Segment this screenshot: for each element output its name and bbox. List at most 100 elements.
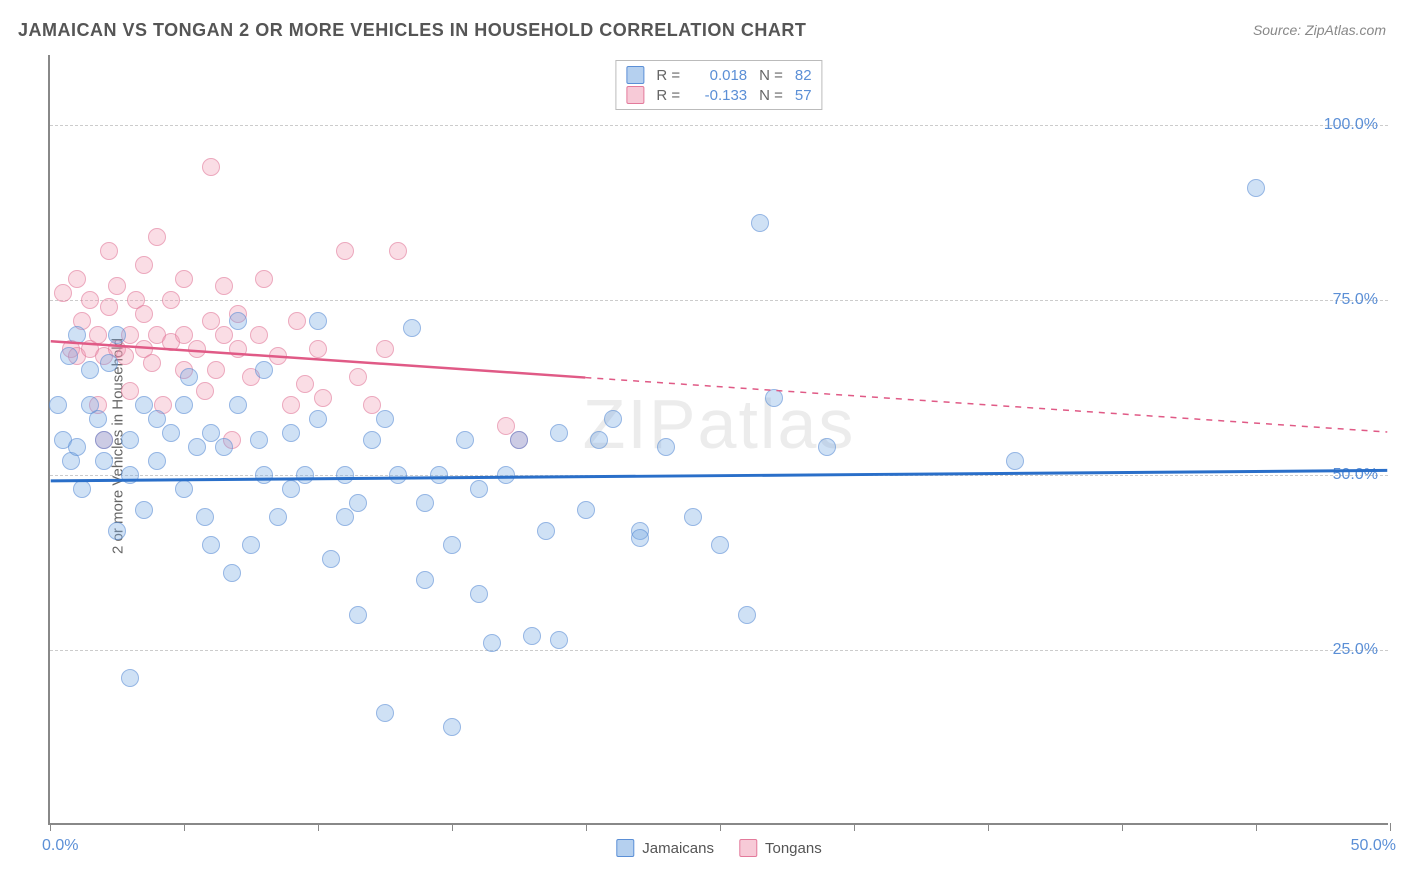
jamaican-point xyxy=(349,606,367,624)
tongan-point xyxy=(100,298,118,316)
jamaican-point xyxy=(349,494,367,512)
x-tick xyxy=(720,823,721,831)
jamaican-point xyxy=(196,508,214,526)
tongan-point xyxy=(175,270,193,288)
jamaican-point xyxy=(389,466,407,484)
jamaican-point xyxy=(81,361,99,379)
jamaican-point xyxy=(376,704,394,722)
r-label: R = xyxy=(656,87,680,104)
jamaican-point xyxy=(577,501,595,519)
tongan-point xyxy=(116,347,134,365)
tongan-point xyxy=(349,368,367,386)
jamaican-point xyxy=(68,438,86,456)
correlation-chart: JAMAICAN VS TONGAN 2 OR MORE VEHICLES IN… xyxy=(0,0,1406,892)
r-value-tongan: -0.133 xyxy=(692,87,747,104)
legend-stats-row-jamaicans: R = 0.018 N = 82 xyxy=(626,65,811,85)
jamaican-point xyxy=(631,529,649,547)
jamaican-point xyxy=(336,508,354,526)
jamaican-point xyxy=(135,501,153,519)
jamaican-point xyxy=(255,361,273,379)
y-tick-label: 25.0% xyxy=(1333,641,1378,659)
tongan-point xyxy=(54,284,72,302)
jamaican-point xyxy=(121,431,139,449)
r-label: R = xyxy=(656,67,680,84)
jamaican-point xyxy=(68,326,86,344)
tongan-swatch-icon xyxy=(739,839,757,857)
tongan-point xyxy=(108,277,126,295)
jamaican-point xyxy=(162,424,180,442)
jamaican-point xyxy=(95,452,113,470)
legend-item-tongans: Tongans xyxy=(739,839,822,857)
jamaican-point xyxy=(483,634,501,652)
jamaican-point xyxy=(456,431,474,449)
jamaican-point xyxy=(121,466,139,484)
n-label: N = xyxy=(759,67,783,84)
jamaican-point xyxy=(229,312,247,330)
chart-title: JAMAICAN VS TONGAN 2 OR MORE VEHICLES IN… xyxy=(18,20,806,41)
x-tick xyxy=(854,823,855,831)
tongan-point xyxy=(497,417,515,435)
r-value-jamaican: 0.018 xyxy=(692,67,747,84)
gridline xyxy=(50,650,1388,651)
x-tick xyxy=(1390,823,1391,831)
tongan-point xyxy=(229,340,247,358)
n-label: N = xyxy=(759,87,783,104)
tongan-point xyxy=(188,340,206,358)
x-tick xyxy=(50,823,51,831)
jamaican-point xyxy=(684,508,702,526)
jamaican-point xyxy=(376,410,394,428)
tongan-point xyxy=(143,354,161,372)
tongan-point xyxy=(202,312,220,330)
jamaican-point xyxy=(818,438,836,456)
x-tick xyxy=(988,823,989,831)
jamaican-point xyxy=(180,368,198,386)
jamaican-point xyxy=(470,480,488,498)
jamaican-point xyxy=(510,431,528,449)
x-tick xyxy=(1122,823,1123,831)
tongan-point xyxy=(389,242,407,260)
legend-stats-row-tongans: R = -0.133 N = 57 xyxy=(626,85,811,105)
jamaican-point xyxy=(363,431,381,449)
jamaican-point xyxy=(443,536,461,554)
gridline xyxy=(50,475,1388,476)
jamaican-point xyxy=(269,508,287,526)
legend-label-jamaicans: Jamaicans xyxy=(642,840,714,857)
tongan-point xyxy=(135,256,153,274)
jamaican-point xyxy=(188,438,206,456)
watermark: ZIPatlas xyxy=(583,384,856,464)
jamaican-point xyxy=(108,326,126,344)
jamaican-point xyxy=(1247,179,1265,197)
jamaican-point xyxy=(223,564,241,582)
jamaican-point xyxy=(416,494,434,512)
jamaican-point xyxy=(175,480,193,498)
jamaican-point xyxy=(95,431,113,449)
jamaican-point xyxy=(250,431,268,449)
legend-series: Jamaicans Tongans xyxy=(616,839,821,857)
jamaican-point xyxy=(89,410,107,428)
jamaican-point xyxy=(296,466,314,484)
jamaican-point xyxy=(336,466,354,484)
x-tick xyxy=(1256,823,1257,831)
jamaican-point xyxy=(309,410,327,428)
jamaican-point xyxy=(765,389,783,407)
jamaican-point xyxy=(604,410,622,428)
tongans-trend-dashed xyxy=(585,378,1387,432)
jamaican-point xyxy=(229,396,247,414)
jamaican-point xyxy=(73,480,91,498)
tongan-point xyxy=(336,242,354,260)
tongan-point xyxy=(269,347,287,365)
jamaican-point xyxy=(49,396,67,414)
x-axis-max-label: 50.0% xyxy=(1351,837,1396,855)
jamaican-point xyxy=(202,424,220,442)
y-tick-label: 100.0% xyxy=(1324,116,1378,134)
tongan-swatch-icon xyxy=(626,86,644,104)
x-tick xyxy=(586,823,587,831)
jamaican-point xyxy=(255,466,273,484)
x-tick xyxy=(452,823,453,831)
plot-area: ZIPatlas 25.0%50.0%75.0%100.0% R = 0.018… xyxy=(48,55,1388,825)
tongan-point xyxy=(309,340,327,358)
jamaican-point xyxy=(497,466,515,484)
jamaican-point xyxy=(430,466,448,484)
tongan-point xyxy=(202,158,220,176)
jamaican-point xyxy=(242,536,260,554)
